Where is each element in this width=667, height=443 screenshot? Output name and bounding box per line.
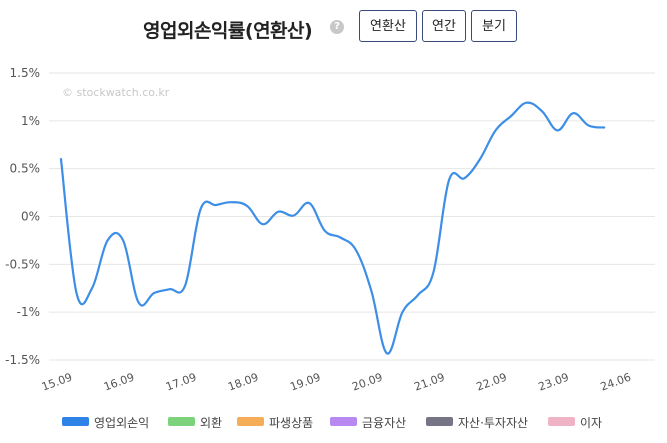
- tab-annualized[interactable]: 연환산: [359, 10, 417, 42]
- legend-item-operating[interactable]: 영업외손익: [62, 414, 149, 432]
- x-tick-label: 24.06: [599, 371, 633, 394]
- y-tick-label: 1.5%: [10, 66, 41, 80]
- chart-legend: 영업외손익 외환 파생상품 금융자산 자산·투자자산 이자: [0, 414, 667, 434]
- legend-item-fx[interactable]: 외환: [168, 414, 222, 432]
- legend-swatch: [548, 417, 575, 426]
- legend-label: 파생상품: [269, 416, 314, 430]
- legend-label: 영업외손익: [94, 416, 150, 430]
- legend-item-derivatives[interactable]: 파생상품: [237, 414, 313, 432]
- watermark: © stockwatch.co.kr: [62, 86, 170, 99]
- legend-swatch: [237, 417, 264, 426]
- series-line: [59, 101, 606, 355]
- legend-item-investment-assets[interactable]: 자산·투자자산: [426, 414, 528, 432]
- legend-swatch: [426, 417, 453, 426]
- legend-label: 금융자산: [362, 416, 407, 430]
- help-icon[interactable]: ?: [330, 20, 344, 34]
- chart-title: 영업외손익률(연환산): [143, 20, 313, 42]
- y-tick-label: -1%: [17, 305, 40, 319]
- y-tick-label: 0%: [21, 210, 40, 224]
- x-tick-label: 20.09: [350, 371, 384, 394]
- chart-header: 영업외손익률(연환산) ? 연환산 연간 분기: [0, 10, 667, 46]
- x-tick-label: 18.09: [226, 371, 260, 394]
- legend-swatch: [330, 417, 357, 426]
- y-tick-label: -1.5%: [5, 353, 40, 367]
- x-tick-label: 17.09: [164, 371, 198, 394]
- line-chart: 1.5% 1% 0.5% 0% -0.5% -1% -1.5% © stockwatch.co…: [5, 66, 655, 394]
- x-tick-label: 19.09: [288, 371, 322, 394]
- legend-swatch: [168, 417, 195, 426]
- x-tick-label: 21.09: [412, 371, 446, 394]
- legend-label: 자산·투자자산: [458, 416, 529, 430]
- legend-item-interest[interactable]: 이자: [548, 414, 602, 432]
- y-tick-label: -0.5%: [5, 257, 40, 271]
- tab-quarterly[interactable]: 분기: [471, 10, 517, 42]
- legend-swatch: [62, 417, 89, 426]
- legend-label: 외환: [200, 416, 223, 430]
- x-tick-label: 22.09: [475, 371, 509, 394]
- legend-item-financial-assets[interactable]: 금융자산: [330, 414, 406, 432]
- x-tick-label: 16.09: [102, 371, 136, 394]
- x-tick-label: 15.09: [40, 371, 74, 394]
- tab-yearly[interactable]: 연간: [422, 10, 466, 42]
- y-tick-label: 1%: [21, 114, 40, 128]
- legend-label: 이자: [580, 416, 603, 430]
- y-tick-label: 0.5%: [10, 162, 41, 176]
- x-tick-label: 23.09: [537, 371, 571, 394]
